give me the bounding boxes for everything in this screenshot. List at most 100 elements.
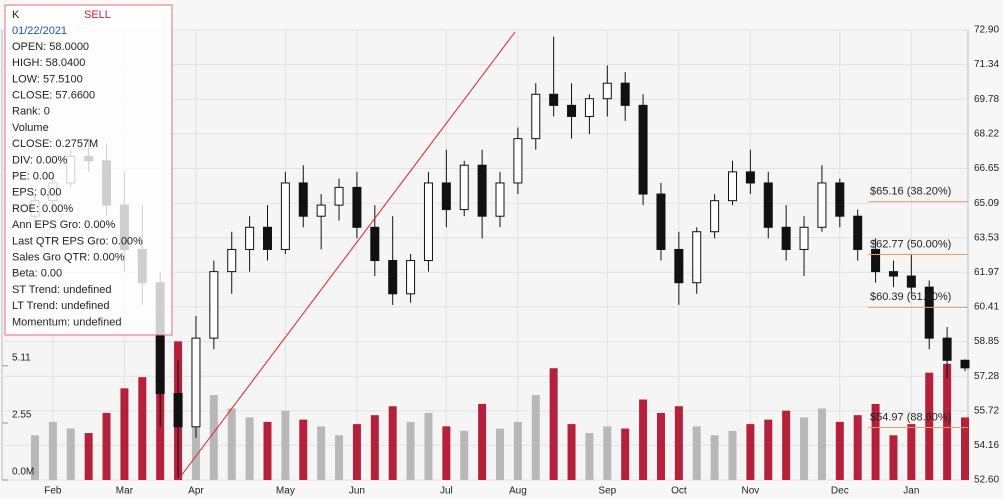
volume-bar bbox=[800, 417, 809, 480]
volume-bar bbox=[245, 417, 254, 480]
volume-bar bbox=[66, 428, 75, 480]
candle-body bbox=[316, 204, 326, 217]
candle-body bbox=[817, 182, 827, 228]
volume-bar bbox=[48, 421, 57, 480]
volume-bar bbox=[299, 419, 308, 480]
candle-body bbox=[745, 171, 755, 184]
volume-bar bbox=[746, 424, 755, 480]
x-tick-label: Jul bbox=[440, 486, 453, 497]
volume-bar bbox=[496, 428, 504, 480]
volume-bar bbox=[853, 415, 862, 480]
volume-bar bbox=[817, 408, 826, 480]
volume-bar bbox=[549, 368, 558, 480]
volume-bar bbox=[84, 433, 93, 480]
y-tick-label: 52.60 bbox=[974, 475, 999, 486]
date: 01/22/2021 bbox=[12, 25, 67, 37]
candle-body bbox=[531, 93, 541, 140]
x-tick-label: Aug bbox=[509, 486, 527, 497]
volume-bar bbox=[263, 421, 272, 480]
y-tick-label: 55.72 bbox=[974, 405, 999, 416]
candle-body bbox=[906, 275, 916, 288]
volume-bar bbox=[388, 406, 397, 480]
candle-body bbox=[459, 164, 469, 211]
candle-body bbox=[674, 248, 684, 284]
candle-body bbox=[406, 260, 416, 295]
volume-bar bbox=[513, 421, 522, 480]
info-line: CLOSE: 57.6600 bbox=[12, 90, 95, 102]
candle-body bbox=[960, 359, 970, 369]
candle-body bbox=[280, 182, 290, 250]
info-line: Last QTR EPS Gro: 0.00% bbox=[12, 235, 143, 247]
candle-body bbox=[173, 393, 183, 428]
trend-line bbox=[177, 31, 516, 481]
candle-body bbox=[477, 164, 487, 217]
candle-body bbox=[263, 226, 272, 250]
info-line: HIGH: 58.0400 bbox=[12, 57, 85, 69]
fib-label: $65.16 (38.20%) bbox=[870, 185, 951, 197]
y2-tick-label: 5.11 bbox=[12, 352, 31, 363]
x-tick-label: May bbox=[276, 486, 295, 497]
candle-body bbox=[549, 93, 559, 106]
volume-bar bbox=[710, 435, 719, 480]
volume-bar bbox=[281, 410, 290, 480]
volume-bar bbox=[835, 421, 844, 480]
volume-bar bbox=[31, 435, 39, 480]
candle-body bbox=[388, 260, 398, 295]
info-line: Momentum: undefined bbox=[12, 316, 121, 328]
candle-body bbox=[835, 182, 845, 217]
y-tick-label: 65.09 bbox=[974, 198, 999, 209]
volume-bar bbox=[961, 417, 969, 480]
candle-body bbox=[728, 171, 737, 202]
candle-body bbox=[602, 82, 612, 100]
candle-body bbox=[209, 271, 219, 339]
volume-bar bbox=[370, 415, 379, 480]
volume-bar bbox=[317, 426, 326, 480]
y2-tick-label: 0.0M bbox=[12, 467, 34, 478]
volume-bar bbox=[621, 428, 630, 480]
candle-body bbox=[584, 98, 594, 117]
candle-body bbox=[370, 226, 380, 262]
volume-bar bbox=[209, 395, 218, 480]
volume-bar bbox=[442, 426, 451, 480]
info-box bbox=[4, 4, 173, 336]
y-tick-label: 63.53 bbox=[974, 232, 999, 243]
candle-body bbox=[781, 226, 791, 250]
volume-bar bbox=[764, 419, 773, 480]
volume-bar bbox=[871, 403, 880, 480]
candle-body bbox=[495, 182, 505, 217]
x-tick-label: Sep bbox=[598, 486, 616, 497]
info-line: ROE: 0.00% bbox=[12, 203, 73, 215]
volume-bar bbox=[102, 412, 111, 480]
volume-bar bbox=[138, 377, 147, 480]
x-tick-label: Feb bbox=[44, 486, 62, 497]
info-line: LT Trend: undefined bbox=[12, 300, 109, 312]
candle-body bbox=[888, 271, 898, 277]
x-tick-label: Nov bbox=[741, 486, 759, 497]
fib-label: $54.97 (88.60%) bbox=[870, 411, 951, 423]
y-tick-label: 57.28 bbox=[974, 371, 999, 382]
candle-body bbox=[799, 226, 809, 250]
y-tick-label: 61.97 bbox=[974, 267, 999, 278]
y-tick-label: 58.85 bbox=[974, 336, 999, 347]
info-line: OPEN: 58.0000 bbox=[12, 41, 89, 53]
volume-bar bbox=[907, 424, 916, 480]
volume-bar bbox=[692, 426, 701, 480]
candle-body bbox=[763, 182, 773, 228]
x-tick-label: Oct bbox=[671, 486, 687, 497]
volume-bar bbox=[567, 424, 576, 480]
volume-bar bbox=[352, 424, 361, 480]
x-tick-label: Jun bbox=[349, 486, 365, 497]
info-line: PE: 0.00 bbox=[12, 171, 54, 183]
fib-label: $60.39 (61.80%) bbox=[870, 291, 951, 303]
volume-bar bbox=[656, 412, 665, 480]
signal: SELL bbox=[84, 9, 111, 21]
y-tick-label: 68.22 bbox=[974, 128, 999, 139]
candle-body bbox=[942, 337, 952, 361]
candle-body bbox=[638, 104, 648, 195]
fib-label: $62.77 (50.00%) bbox=[870, 238, 951, 250]
volume-bar bbox=[674, 406, 683, 480]
y-tick-label: 71.34 bbox=[974, 59, 999, 70]
x-tick-label: Dec bbox=[831, 486, 849, 497]
volume-bar bbox=[478, 403, 487, 480]
